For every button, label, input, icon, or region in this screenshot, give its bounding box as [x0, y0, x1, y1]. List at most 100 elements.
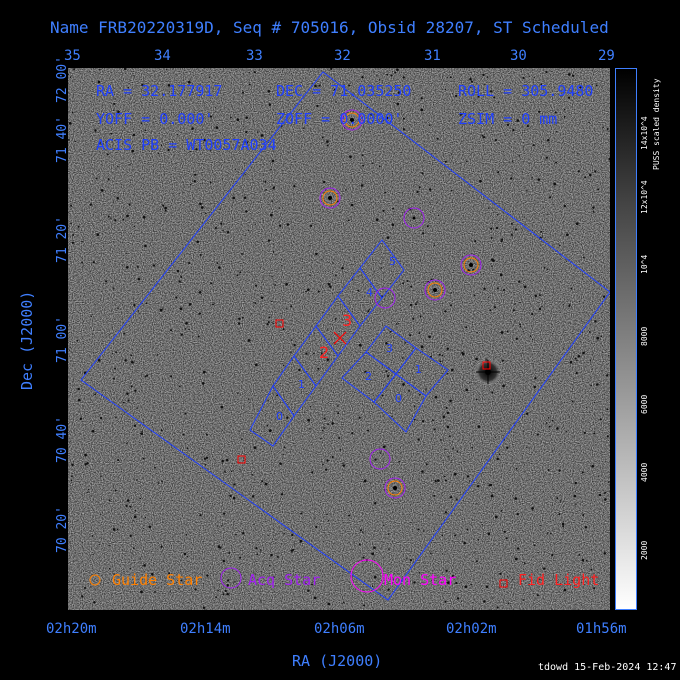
background-star [290, 339, 293, 341]
background-star [91, 535, 94, 537]
background-star [558, 469, 561, 472]
background-star [547, 213, 549, 215]
background-star [129, 164, 131, 166]
background-star [112, 528, 116, 531]
background-star [270, 213, 273, 217]
background-star [565, 431, 568, 433]
background-star [469, 480, 471, 482]
background-star [115, 416, 117, 418]
background-star [239, 556, 242, 559]
background-star [166, 69, 168, 71]
background-star [215, 126, 219, 129]
background-star [232, 496, 236, 500]
background-star [433, 494, 436, 497]
legend-guide-label: Guide Star [112, 571, 203, 589]
background-star [506, 446, 509, 449]
background-star [418, 393, 421, 396]
background-star [371, 552, 375, 556]
background-star [126, 499, 130, 502]
aimpoint-label-2: 2 [319, 343, 329, 362]
background-star [594, 170, 597, 173]
background-star [367, 310, 370, 313]
background-star [591, 464, 595, 468]
background-star [128, 203, 131, 206]
background-star [205, 433, 208, 436]
background-star [409, 441, 411, 443]
background-star [565, 260, 567, 262]
background-star [266, 424, 269, 427]
background-star [516, 119, 520, 122]
background-star [489, 309, 492, 312]
background-star [243, 196, 247, 200]
ra-bottom-tick: 02h14m [180, 621, 231, 637]
background-star [145, 302, 148, 305]
background-star [222, 593, 225, 596]
background-star [140, 432, 144, 435]
background-star [139, 558, 141, 560]
background-star [538, 110, 541, 113]
background-star [543, 567, 546, 570]
background-star [556, 497, 559, 500]
background-star [537, 552, 539, 554]
background-star [461, 600, 463, 602]
background-star [477, 538, 480, 541]
background-star [522, 76, 525, 79]
background-star [417, 438, 420, 441]
background-star [127, 86, 129, 89]
background-star [531, 177, 533, 179]
background-star [479, 179, 482, 183]
background-star [315, 525, 318, 529]
background-star [547, 417, 550, 419]
background-star [388, 548, 390, 550]
background-star [238, 317, 241, 321]
background-star [180, 276, 183, 278]
legend-acq-icon [220, 567, 242, 589]
background-star [364, 370, 367, 373]
background-star [536, 433, 539, 436]
background-star [116, 528, 119, 531]
background-star [108, 544, 110, 547]
background-star [330, 68, 333, 71]
background-star [490, 236, 493, 239]
background-star [510, 233, 513, 236]
background-star [141, 83, 144, 87]
background-star [545, 71, 548, 74]
background-star [426, 225, 429, 228]
background-star [117, 110, 120, 114]
background-star [384, 191, 387, 194]
background-star [449, 76, 452, 79]
background-star [371, 162, 374, 164]
background-star [522, 599, 525, 601]
info-zsim: ZSIM = 0 mm [458, 110, 558, 128]
background-star [373, 575, 377, 579]
aimpoint-marker [333, 331, 347, 345]
background-star [224, 471, 226, 473]
background-star [575, 222, 579, 226]
background-star [184, 412, 187, 415]
background-star [442, 415, 446, 419]
background-star [514, 497, 518, 500]
background-star [398, 460, 400, 463]
background-star [563, 108, 566, 111]
background-star [515, 539, 517, 541]
background-star [570, 287, 573, 290]
background-star [335, 101, 337, 103]
background-star [270, 553, 273, 557]
background-star [402, 128, 406, 131]
background-star [399, 446, 401, 448]
background-star [208, 76, 211, 78]
background-star [176, 134, 179, 136]
background-star [261, 480, 264, 483]
background-star [129, 534, 132, 538]
background-star [597, 475, 599, 477]
background-star [69, 346, 71, 349]
background-star [531, 338, 534, 340]
background-star [475, 357, 478, 361]
background-star [84, 587, 86, 589]
background-star [496, 457, 499, 461]
background-star [456, 450, 459, 452]
background-star [589, 173, 592, 177]
background-star [404, 342, 407, 344]
background-star [515, 337, 518, 340]
legend-acq-label: Acq Star [248, 571, 321, 589]
